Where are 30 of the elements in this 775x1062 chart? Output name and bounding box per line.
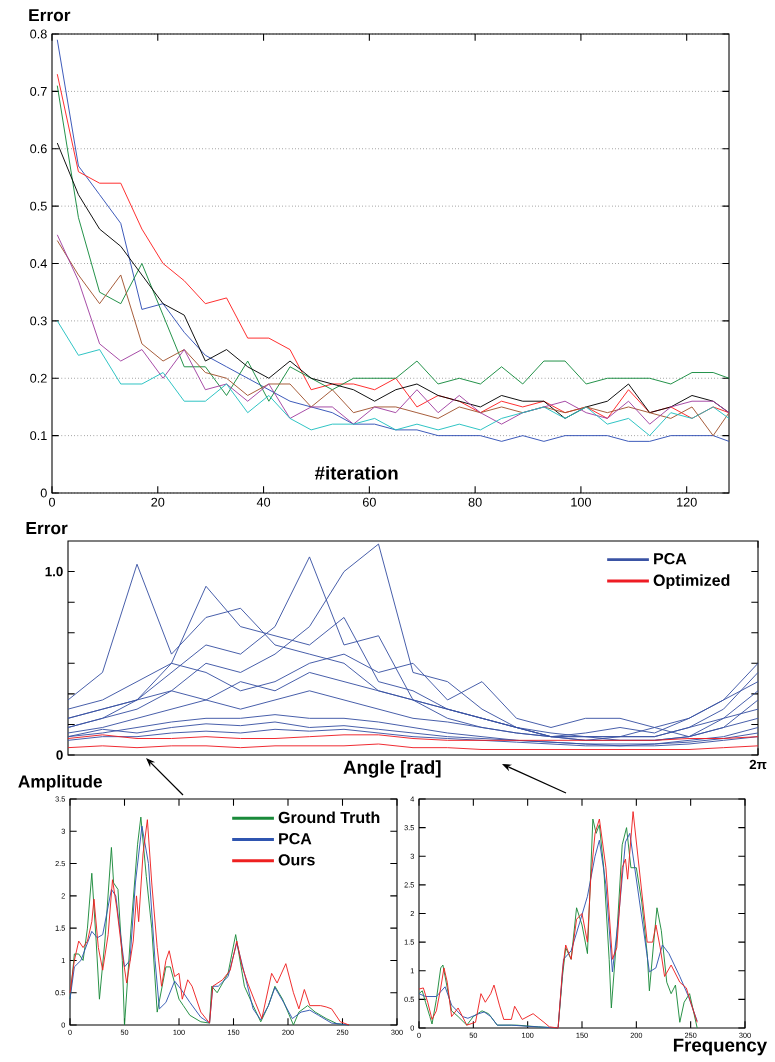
- x-tick-label: 60: [362, 497, 376, 507]
- y-tick-label: 0.7: [30, 86, 47, 96]
- x-tick-label: 120: [677, 497, 697, 507]
- y-tick-label: 0.3: [30, 316, 47, 326]
- x-axis-title: Frequency: [673, 1038, 768, 1056]
- x-tick-label: 100: [571, 497, 591, 507]
- y-tick-label: 0.4: [30, 259, 47, 268]
- legend-label: Ours: [278, 854, 315, 866]
- x-tick-label: 2π: [749, 759, 767, 770]
- y-tick-label: 1.0: [45, 566, 63, 577]
- x-tick-label: 80: [468, 497, 482, 507]
- y-tick-label: 0.6: [30, 144, 47, 154]
- legend-label: Ground Truth: [278, 811, 380, 824]
- y-axis-title: Error: [29, 9, 71, 22]
- legend-label: PCA: [279, 832, 312, 845]
- y-tick-label: 0.1: [30, 431, 47, 441]
- legend-label: Optimized: [653, 574, 730, 590]
- x-tick-label: 0: [48, 497, 56, 507]
- y-tick-label: 0: [40, 488, 47, 498]
- x-axis-title: #iteration: [314, 465, 398, 480]
- x-tick-label: 40: [256, 497, 271, 507]
- y-tick-label: 0.2: [30, 373, 47, 383]
- y-tick-label: 0.5: [30, 201, 47, 211]
- y-tick-label: 0.8: [30, 29, 47, 39]
- x-tick-label: 20: [151, 497, 165, 507]
- y-tick-label: 0: [56, 750, 63, 760]
- x-axis-title: Angle [rad]: [343, 760, 441, 778]
- y-axis-title: Error: [26, 522, 68, 535]
- y-axis-title: Amplitude: [18, 774, 102, 792]
- legend-label: PCA: [654, 553, 687, 565]
